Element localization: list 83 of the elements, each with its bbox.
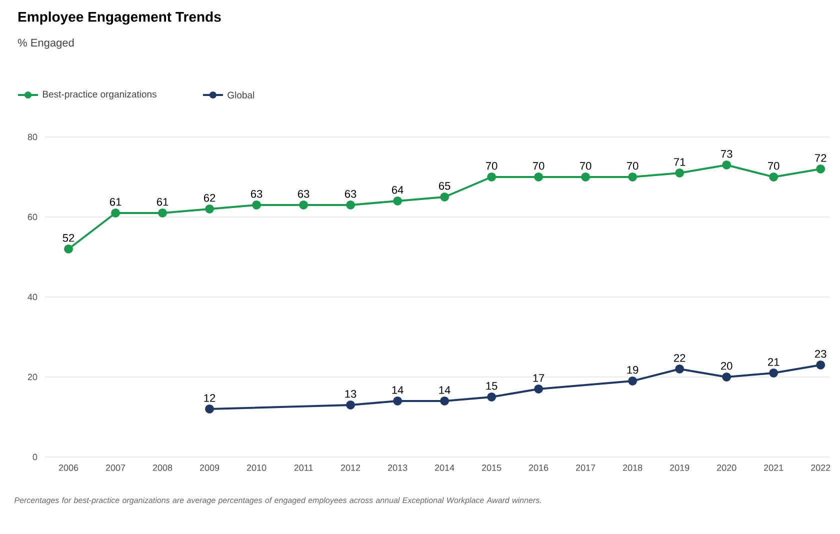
point bbox=[534, 172, 544, 182]
point bbox=[158, 208, 168, 218]
text: Percentages for best-practice organizations are average percentages of engaged employees across annual Exceptional Workplace Award winners. bbox=[14, 497, 541, 505]
data-label: 12 bbox=[204, 394, 216, 402]
data-label: 63 bbox=[250, 190, 262, 198]
chart-title: Employee Engagement Trends bbox=[18, 12, 221, 25]
data-label: 64 bbox=[392, 186, 404, 194]
point bbox=[628, 172, 638, 182]
x-tick-label: 2017 bbox=[576, 464, 596, 471]
data-label: 22 bbox=[674, 354, 686, 362]
point bbox=[440, 396, 450, 406]
chart-subtitle: % Engaged bbox=[18, 38, 74, 49]
point bbox=[64, 244, 74, 254]
x-tick-label: 2020 bbox=[717, 464, 736, 471]
y-tick-label: 60 bbox=[28, 214, 38, 220]
x-tick-label: 2018 bbox=[623, 464, 642, 471]
x-tick-label: 2022 bbox=[811, 464, 830, 471]
y-tick-label: 20 bbox=[28, 374, 38, 380]
point bbox=[487, 392, 496, 402]
point bbox=[440, 192, 450, 202]
data-label: 20 bbox=[721, 362, 732, 370]
point bbox=[346, 400, 356, 410]
data-label: 72 bbox=[815, 154, 826, 162]
data-label: 65 bbox=[439, 182, 450, 190]
x-tick-label: 2015 bbox=[482, 464, 502, 471]
y-tick-label: 0 bbox=[32, 454, 38, 460]
data-label: 61 bbox=[156, 198, 168, 206]
data-label: 23 bbox=[815, 350, 826, 358]
x-tick-label: 2019 bbox=[670, 464, 690, 471]
point bbox=[534, 384, 544, 394]
point bbox=[675, 168, 684, 178]
point bbox=[816, 360, 826, 370]
point bbox=[628, 376, 638, 386]
point bbox=[393, 196, 402, 206]
data-label: 61 bbox=[110, 198, 122, 206]
point bbox=[252, 200, 262, 210]
x-tick-label: 2010 bbox=[246, 464, 266, 471]
data-label: 71 bbox=[674, 158, 686, 166]
data-label: 52 bbox=[62, 234, 74, 242]
point bbox=[205, 204, 214, 214]
point bbox=[769, 172, 778, 182]
point bbox=[675, 364, 684, 374]
point bbox=[581, 172, 590, 182]
data-label: 13 bbox=[345, 390, 356, 398]
x-tick-label: 2008 bbox=[152, 464, 172, 471]
data-label: 70 bbox=[580, 162, 592, 170]
x-tick-label: 2013 bbox=[388, 464, 408, 471]
legend-label: Best-practice organizations bbox=[42, 90, 156, 100]
point bbox=[299, 200, 308, 210]
y-tick-label: 80 bbox=[28, 134, 38, 140]
data-label: 70 bbox=[627, 162, 638, 170]
point bbox=[205, 404, 214, 414]
data-label: 21 bbox=[768, 358, 780, 366]
x-tick-label: 2009 bbox=[200, 464, 220, 471]
point bbox=[722, 372, 732, 382]
point bbox=[393, 396, 402, 406]
x-tick-label: 2014 bbox=[435, 464, 454, 471]
x-tick-label: 2012 bbox=[340, 464, 360, 471]
x-tick-label: 2007 bbox=[106, 464, 126, 471]
point bbox=[111, 208, 120, 218]
point bbox=[816, 164, 826, 174]
y-tick-label: 40 bbox=[28, 294, 38, 300]
data-label: 63 bbox=[344, 190, 356, 198]
data-label: 14 bbox=[392, 386, 404, 394]
point bbox=[769, 368, 778, 378]
data-label: 63 bbox=[298, 190, 310, 198]
x-tick-label: 2016 bbox=[529, 464, 548, 471]
x-tick-label: 2021 bbox=[764, 464, 784, 471]
data-label: 70 bbox=[533, 162, 544, 170]
point bbox=[487, 172, 496, 182]
data-label: 70 bbox=[486, 162, 498, 170]
point bbox=[722, 160, 732, 170]
x-tick-label: 2006 bbox=[58, 464, 78, 471]
data-label: 70 bbox=[768, 162, 780, 170]
legend-label: Global bbox=[228, 92, 254, 98]
data-label: 15 bbox=[486, 382, 498, 390]
data-label: 62 bbox=[204, 194, 216, 202]
data-label: 19 bbox=[627, 366, 638, 374]
data-label: 17 bbox=[533, 374, 544, 382]
point bbox=[346, 200, 356, 210]
data-label: 73 bbox=[721, 150, 732, 158]
x-tick-label: 2011 bbox=[294, 464, 313, 471]
data-label: 14 bbox=[439, 386, 450, 394]
